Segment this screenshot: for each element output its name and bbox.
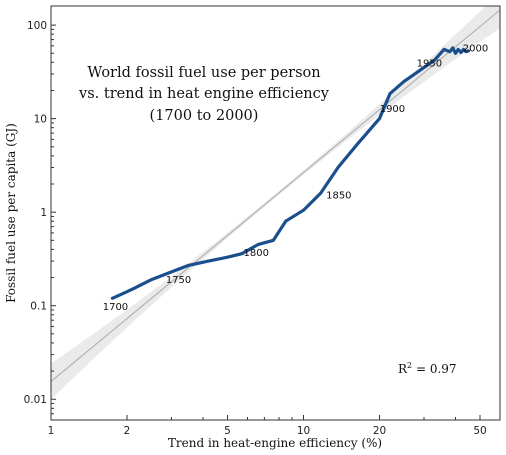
year-label-1950: 1950: [417, 59, 442, 70]
trend-line: [51, 9, 500, 382]
chart-title-line-2: vs. trend in heat engine efficiency: [78, 86, 330, 102]
chart-title-line-1: World fossil fuel use per person: [87, 65, 320, 81]
x-tick-label: 1: [48, 425, 55, 437]
year-annotations: 1700 1750 1800 1850 1900 1950 2000: [103, 44, 489, 313]
chart-title-line-3: (1700 to 2000): [150, 108, 259, 124]
trend-confidence-band: [51, 6, 500, 400]
year-label-1800: 1800: [244, 248, 269, 259]
year-label-1750: 1750: [166, 275, 191, 286]
y-tick-label: 100: [27, 20, 47, 32]
r-squared-symbol: R: [398, 362, 408, 376]
x-tick-label: 50: [473, 425, 486, 437]
x-tick-label: 10: [297, 425, 310, 437]
r-squared-exponent: 2: [407, 361, 412, 370]
plot-area: [51, 6, 500, 400]
y-tick-label: 0.1: [30, 301, 47, 313]
y-axis-ticks: 0.01 0.1 1 10 100: [24, 20, 56, 421]
x-tick-label: 2: [124, 425, 131, 437]
fossil-fuel-series-line: [110, 46, 471, 300]
year-label-1900: 1900: [380, 104, 405, 115]
y-tick-label: 1: [40, 207, 47, 219]
y-axis-title: Fossil fuel use per capita (GJ): [4, 123, 18, 303]
x-axis-title: Trend in heat-engine efficiency (%): [168, 436, 382, 450]
x-axis-ticks: 1 2 5 10 20 50: [48, 415, 501, 437]
x-tick-label: 20: [373, 425, 386, 437]
r-squared-value: = 0.97: [412, 362, 456, 376]
plot-frame: [50, 5, 501, 421]
y-tick-label: 10: [34, 114, 47, 126]
r-squared-label: R2 = 0.97: [398, 361, 457, 376]
year-label-2000: 2000: [463, 44, 488, 55]
year-label-1700: 1700: [103, 302, 128, 313]
x-tick-label: 5: [224, 425, 231, 437]
y-tick-label: 0.01: [24, 394, 47, 406]
year-label-1850: 1850: [326, 191, 351, 202]
